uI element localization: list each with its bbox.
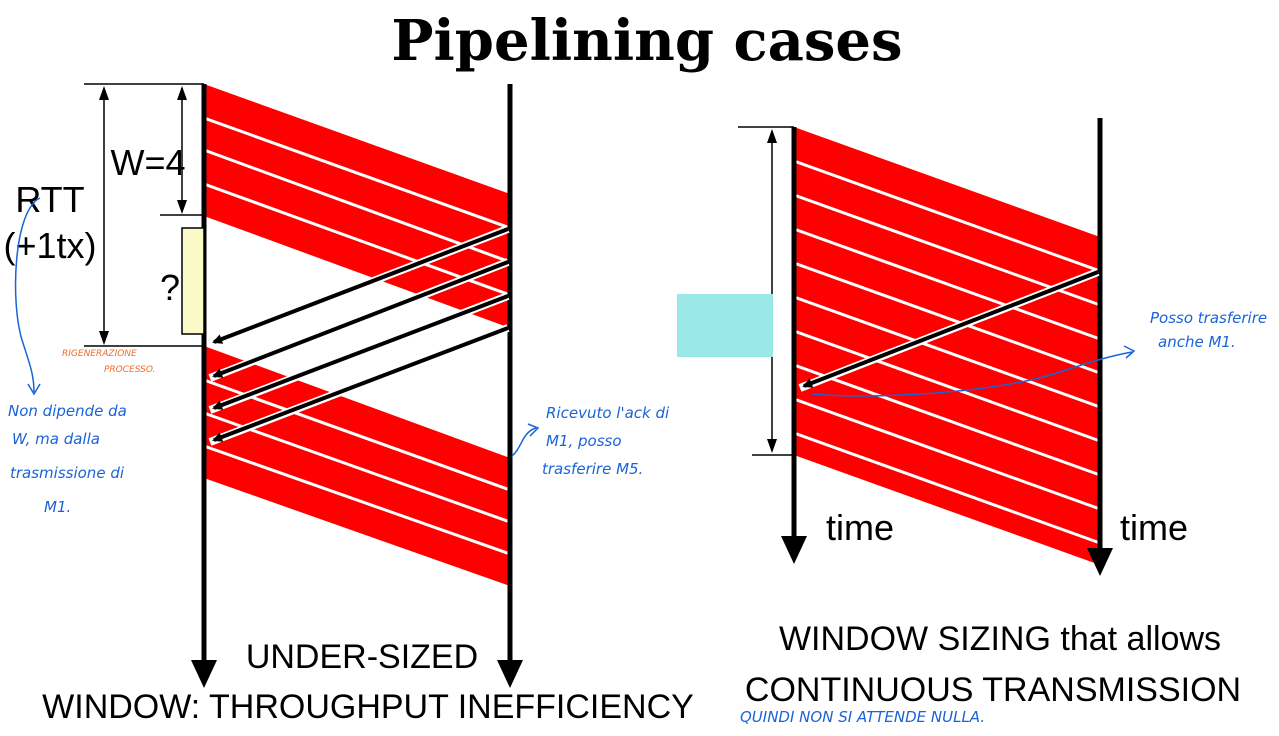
ack-arrow bbox=[212, 326, 509, 442]
packet-band bbox=[204, 84, 510, 228]
blue-bottom-note: QUINDI NON SI ATTENDE NULLA. bbox=[740, 708, 985, 726]
blue-mid-connector bbox=[511, 427, 537, 457]
blue-left-connector bbox=[14, 197, 41, 393]
left-caption-line1: UNDER-SIZED bbox=[246, 638, 478, 676]
ack-arrow bbox=[212, 294, 509, 410]
packet-band bbox=[794, 161, 1100, 305]
right-receiver-arrowhead bbox=[1087, 548, 1113, 576]
packet-band bbox=[204, 118, 510, 262]
left-packet-bands bbox=[204, 84, 510, 586]
page-title: Pipelining cases bbox=[391, 8, 902, 74]
right-caption-line2: CONTINUOUS TRANSMISSION bbox=[745, 671, 1241, 709]
packet-band bbox=[794, 365, 1100, 509]
blue-mid-line2: M1, posso bbox=[546, 432, 622, 450]
right-band-separators bbox=[793, 159, 1101, 545]
packet-band bbox=[794, 433, 1100, 565]
idle-period-box bbox=[181, 227, 205, 335]
packet-band bbox=[794, 331, 1100, 475]
ack-arrow bbox=[212, 227, 509, 344]
time-label-sender: time bbox=[826, 507, 894, 548]
blue-mid-line1: Ricevuto l'ack di bbox=[546, 404, 670, 422]
right-caption-line1: WINDOW SIZING that allows bbox=[779, 620, 1221, 658]
blue-right-connector bbox=[811, 351, 1133, 397]
ack-arrows bbox=[208, 225, 510, 446]
cyan-highlight-box bbox=[677, 294, 773, 357]
time-label-receiver: time bbox=[1120, 507, 1188, 548]
ack-arrow bbox=[212, 260, 509, 378]
packet-band bbox=[204, 446, 510, 586]
left-band-separators bbox=[203, 116, 511, 556]
orange-note-line2: PROCESSO. bbox=[104, 365, 155, 375]
handwritten-annotations: RIGENERAZIONE PROCESSO. Non dipende da W… bbox=[8, 197, 1267, 726]
right-ack-arrow bbox=[802, 270, 1099, 388]
sender-time-arrowhead bbox=[191, 660, 217, 688]
receiver-time-arrowhead bbox=[497, 660, 523, 688]
left-caption-line2: WINDOW: THROUGHPUT INEFFICIENCY bbox=[42, 688, 694, 726]
idle-question-mark: ? bbox=[160, 267, 180, 308]
blue-left-line2: W, ma dalla bbox=[12, 430, 100, 448]
window-size-label: W=4 bbox=[110, 142, 185, 183]
orange-note-line1: RIGENERAZIONE bbox=[62, 349, 137, 359]
packet-band bbox=[794, 399, 1100, 543]
packet-band bbox=[794, 127, 1100, 271]
blue-left-line1: Non dipende da bbox=[8, 402, 127, 420]
right-sender-arrowhead bbox=[781, 536, 807, 564]
blue-mid-line3: trasferire M5. bbox=[542, 460, 643, 478]
rtt-label: RTT bbox=[15, 179, 84, 220]
packet-band bbox=[204, 413, 510, 554]
left-diagram: ? W=4 RTT (+1tx) UNDER-SIZED WINDOW: THR… bbox=[3, 83, 694, 726]
blue-left-line4: M1. bbox=[44, 498, 71, 516]
packet-band bbox=[794, 297, 1100, 441]
rtt-sub-label: (+1tx) bbox=[3, 225, 96, 266]
blue-right-line1: Posso trasferire bbox=[1150, 309, 1267, 327]
blue-right-line2: anche M1. bbox=[1158, 333, 1236, 351]
blue-left-line3: trasmissione di bbox=[10, 464, 125, 482]
right-diagram: time time WINDOW SIZING that allows CONT… bbox=[677, 118, 1241, 709]
packet-band bbox=[794, 229, 1100, 373]
